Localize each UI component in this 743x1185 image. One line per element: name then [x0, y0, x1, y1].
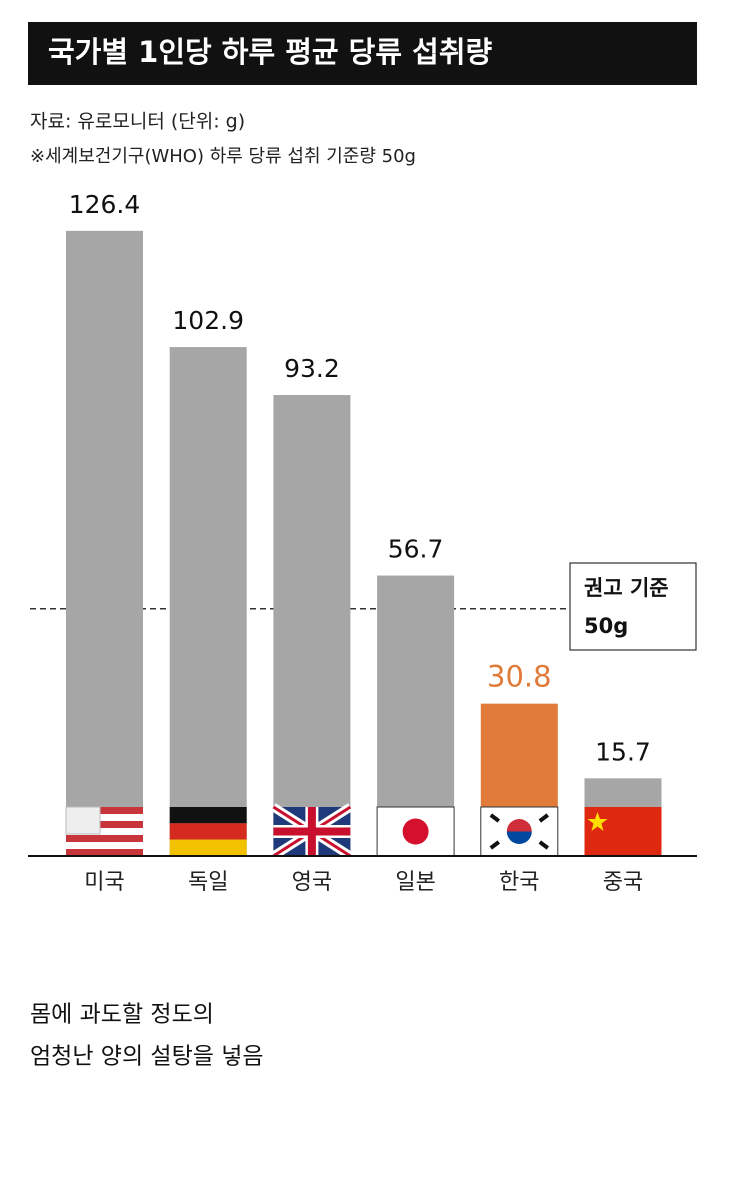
x-tick-label: 한국 — [499, 870, 539, 895]
value-label: 102.9 — [172, 306, 244, 335]
flag — [169, 807, 247, 856]
x-tick-label: 일본 — [395, 870, 435, 895]
title-bar — [28, 22, 697, 85]
flag-stripe — [66, 842, 143, 849]
flag — [65, 806, 143, 856]
flag-yang — [506, 819, 532, 832]
flag — [376, 806, 455, 857]
flag-stripe — [66, 821, 143, 828]
flag-stripe — [66, 849, 143, 856]
x-tick-label: 중국 — [603, 870, 643, 895]
flag — [584, 807, 662, 856]
flag-stripe — [66, 828, 143, 835]
flag-canton — [65, 806, 101, 835]
flag-sun — [402, 818, 429, 845]
value-label: 93.2 — [284, 354, 340, 383]
x-tick-label: 독일 — [188, 870, 228, 895]
value-label: 56.7 — [388, 535, 444, 564]
flag-stripe — [66, 835, 143, 842]
flag — [270, 803, 353, 860]
flag-star — [587, 812, 608, 831]
source: 자료: 유로모니터 (단위: g) — [30, 111, 245, 133]
x-tick-label: 영국 — [292, 870, 332, 895]
bar — [169, 347, 247, 856]
flag-field — [584, 807, 662, 856]
flag-stripe — [66, 814, 143, 821]
value-label: 126.4 — [69, 190, 141, 219]
caption-line: 몸에 과도할 정도의 — [30, 1002, 214, 1028]
flag-yin — [506, 831, 532, 844]
value-label: 30.8 — [487, 660, 552, 694]
flag-cross — [273, 807, 351, 856]
flag-stripe — [169, 823, 247, 840]
bar — [273, 395, 351, 856]
bar — [66, 230, 143, 856]
note: ※세계보건기구(WHO) 하루 당류 섭취 기준량 50g — [30, 146, 416, 167]
caption-line: 엄청난 양의 설탕을 넣음 — [30, 1044, 264, 1070]
chart-title: 국가별 1인당 하루 평균 당류 섭취량 — [48, 35, 492, 69]
flag-stripe — [169, 807, 247, 824]
value-label: 15.7 — [595, 737, 651, 766]
reference-box — [569, 562, 697, 651]
reference-value: 50g — [584, 614, 628, 638]
flag — [480, 806, 559, 857]
x-tick-label: 미국 — [84, 870, 124, 895]
flag-stripe — [66, 807, 143, 814]
flag-stripe — [169, 839, 247, 856]
reference-label: 권고 기준 — [584, 576, 669, 600]
flag-trigrams — [489, 813, 549, 850]
